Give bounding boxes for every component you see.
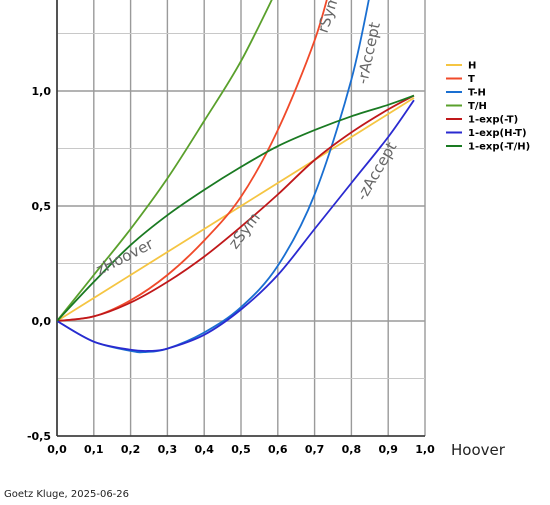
y-tick-label: 1,0	[32, 85, 52, 98]
legend-label: H	[468, 61, 476, 72]
series-group	[57, 0, 415, 354]
x-axis-title: Hoover	[451, 441, 506, 459]
series-line-1-exp-t-h-	[57, 94, 415, 322]
x-tick-label: 0,5	[231, 443, 251, 456]
series-line-t-h	[57, 0, 273, 322]
x-tick-label: 0,0	[47, 443, 67, 456]
series-line-1-exp-h-t-	[57, 99, 415, 352]
legend-label: T/H	[468, 101, 487, 112]
x-tick-label: 0,6	[268, 443, 288, 456]
author-credit: Goetz Kluge, 2025-06-26	[4, 489, 130, 500]
x-tick-label: 0,2	[121, 443, 141, 456]
series-line-1-exp-t-	[57, 94, 415, 322]
annotation-label: zHoover	[93, 234, 157, 278]
x-tick-label: 0,3	[158, 443, 178, 456]
x-tick-label: 0,9	[378, 443, 398, 456]
y-tick-label: 0,0	[32, 315, 52, 328]
y-tick-label: 0,5	[32, 200, 52, 213]
axes: 0,0 0,1 0,2 0,3 0,4 0,5 0,6 0,7 0,8 0,9 1,0 1,0 0,5 0…	[27, 0, 506, 459]
x-tick-label: 0,1	[84, 443, 104, 456]
legend-label: 1-exp(-T)	[468, 115, 518, 126]
annotation-label: rSym	[314, 0, 343, 35]
x-tick-label: 0,7	[305, 443, 325, 456]
x-tick-label: 0,8	[342, 443, 362, 456]
legend-label: T	[468, 74, 475, 85]
legend: HT T-H T/H 1-exp(-T) 1-exp(H-T) 1-exp(-T/H)	[446, 61, 530, 153]
series-line-h	[57, 97, 415, 322]
legend-label: 1-exp(H-T)	[468, 128, 527, 139]
x-tick-label: 0,4	[194, 443, 214, 456]
annotation-label: zSym	[225, 209, 264, 252]
legend-label: 1-exp(-T/H)	[468, 142, 530, 153]
series-line-t-h	[57, 0, 370, 354]
y-tick-label: -0,5	[27, 430, 51, 443]
legend-label: T-H	[468, 88, 486, 99]
x-tick-label: 1,0	[415, 443, 435, 456]
